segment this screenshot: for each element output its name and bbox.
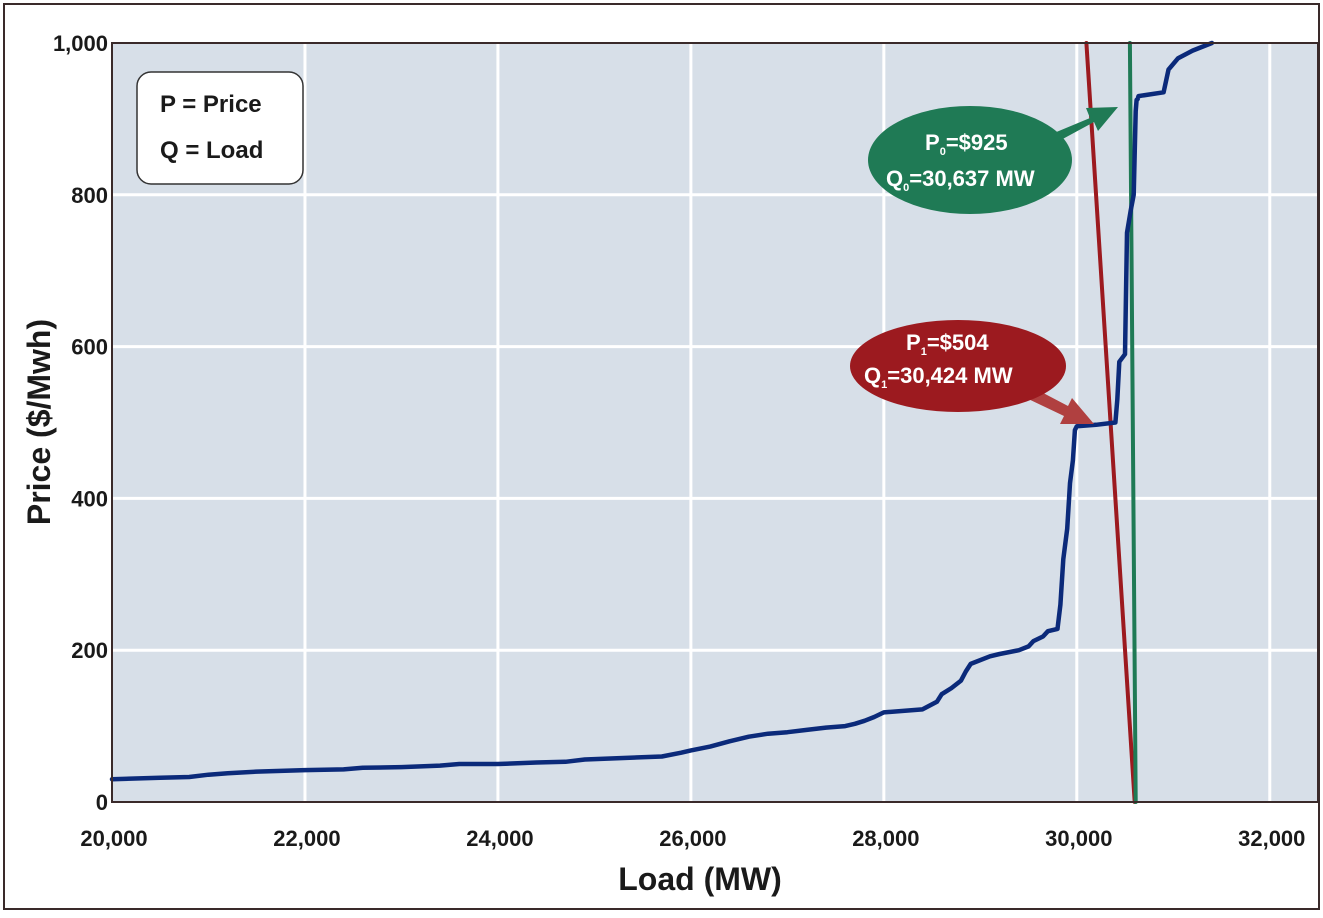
y-tick-label: 1,000 [53, 31, 108, 56]
legend-box-frame [136, 71, 304, 185]
y-tick-label: 0 [96, 790, 108, 815]
demand-line-0 [1127, 41, 1138, 804]
x-tick-label: 22,000 [273, 826, 340, 851]
x-tick-label: 20,000 [80, 826, 147, 851]
series-group [109, 40, 1215, 804]
x-tick-label: 30,000 [1045, 826, 1112, 851]
legend-line-load: Q = Load [160, 137, 263, 164]
legend-box: P = Price Q = Load [136, 71, 304, 185]
callout-q0-text: Q0=30,637 MW [886, 166, 1035, 194]
callout-q1-sub: 1 [881, 379, 887, 391]
callout-p0-text: P0=$925 [925, 130, 1008, 158]
y-tick-label: 400 [71, 486, 108, 511]
callout-p1-q1: P1=$504 Q1=30,424 MW [850, 320, 1094, 424]
callout-q0-sub: 0 [903, 182, 909, 194]
x-tick-labels: 20,000 22,000 24,000 26,000 28,000 30,000 32,0… [80, 826, 1305, 851]
gridlines [112, 43, 1318, 802]
legend-line-price: P = Price [160, 91, 262, 118]
y-tick-labels: 0 200 400 600 800 1,000 [53, 31, 108, 815]
y-axis-label: Price ($/Mwh) [21, 319, 57, 525]
plot-frame [111, 42, 1319, 803]
callout-q1-text: Q1=30,424 MW [864, 363, 1013, 391]
callout-q1-value: =30,424 MW [887, 363, 1013, 388]
callout-p1-text: P1=$504 [906, 330, 989, 358]
callout-p1-ellipse [850, 320, 1066, 412]
callout-q0-value: =30,637 MW [909, 166, 1035, 191]
x-tick-label: 24,000 [466, 826, 533, 851]
callout-p0-q0: P0=$925 Q0=30,637 MW [868, 106, 1118, 214]
x-tick-label: 32,000 [1238, 826, 1305, 851]
x-axis-label: Load (MW) [618, 861, 782, 897]
callout-p0-ellipse [868, 106, 1072, 214]
x-tick-label: 28,000 [852, 826, 919, 851]
x-tick-label: 26,000 [659, 826, 726, 851]
callout-p1-sub: 1 [921, 346, 927, 358]
supply-curve-line [109, 40, 1215, 782]
y-tick-label: 600 [71, 335, 108, 360]
callout-p1-value: =$504 [927, 330, 990, 355]
callout-p0-sub: 0 [940, 146, 946, 158]
y-tick-label: 800 [71, 183, 108, 208]
callout-p0-value: =$925 [946, 130, 1008, 155]
y-tick-label: 200 [71, 638, 108, 663]
